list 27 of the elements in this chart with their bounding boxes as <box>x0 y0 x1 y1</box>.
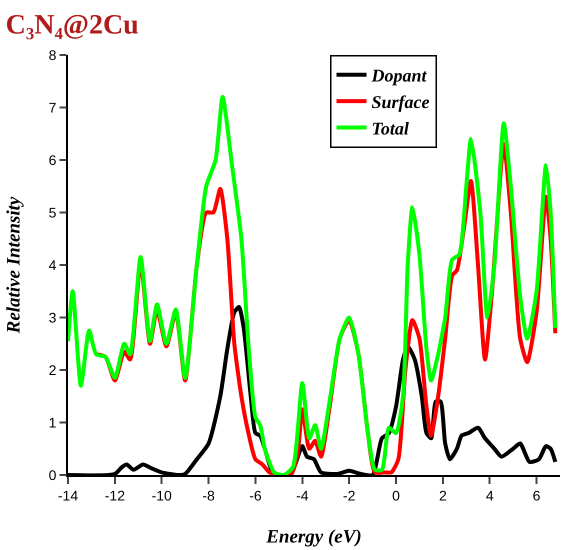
y-tick-label: 3 <box>48 309 57 326</box>
x-axis-title: Energy (eV) <box>265 526 362 548</box>
y-tick-label: 1 <box>48 414 57 430</box>
chart-title: C₃N₄@2Cu <box>6 9 139 40</box>
y-tick-label: 8 <box>48 46 57 63</box>
x-tick-label: -4 <box>296 488 309 504</box>
x-tick-label: 0 <box>392 488 400 504</box>
y-tick-label: 2 <box>48 362 57 378</box>
x-tick-label: -8 <box>202 488 216 504</box>
legend-label: Dopant <box>370 66 428 86</box>
x-tick-label: 6 <box>532 488 541 504</box>
y-tick-label: 0 <box>48 466 57 483</box>
y-tick-label: 6 <box>48 152 57 168</box>
x-tick-label: -10 <box>152 488 172 504</box>
x-tick-label: 2 <box>438 488 447 504</box>
legend-label: Total <box>372 118 409 139</box>
legend-label: Surface <box>372 92 430 112</box>
line-series <box>68 95 558 475</box>
y-tick-label: 7 <box>48 99 57 116</box>
x-tick-label: -6 <box>249 488 262 504</box>
x-tick-label: -12 <box>104 488 126 504</box>
x-tick-label: -14 <box>58 488 78 504</box>
x-tick-label: 4 <box>486 488 494 504</box>
y-tick-label: 5 <box>48 204 57 220</box>
y-axis-title: Relative Intensity <box>4 196 24 334</box>
y-tick-label: 4 <box>48 256 57 273</box>
x-tick-label: -2 <box>342 488 356 504</box>
